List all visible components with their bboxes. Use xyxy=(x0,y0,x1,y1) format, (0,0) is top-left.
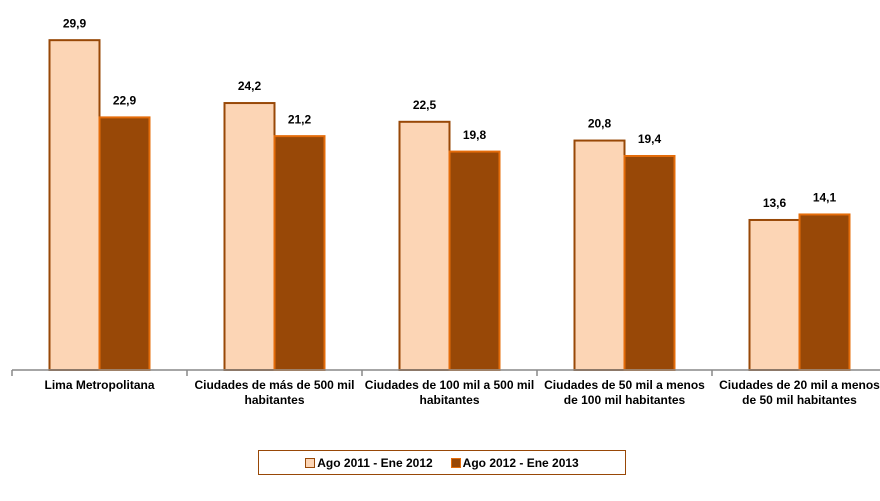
data-label: 21,2 xyxy=(288,112,312,126)
bar xyxy=(98,116,151,372)
legend-swatch xyxy=(450,457,461,468)
bar xyxy=(573,139,626,371)
data-label: 24,2 xyxy=(238,79,262,93)
bar xyxy=(223,102,276,371)
data-label: 22,5 xyxy=(413,98,437,112)
legend-label: Ago 2012 - Ene 2013 xyxy=(462,455,579,470)
x-tick-label: Lima Metropolitana xyxy=(44,378,155,392)
data-label: 13,6 xyxy=(763,196,787,210)
legend-item: Ago 2011 - Ene 2012 xyxy=(305,455,433,470)
data-label: 29,9 xyxy=(63,16,87,30)
legend-item: Ago 2012 - Ene 2013 xyxy=(450,455,579,470)
legend-label: Ago 2011 - Ene 2012 xyxy=(317,455,433,470)
bar xyxy=(623,154,676,371)
x-tick-label: Ciudades de 100 mil a 500 mil habitantes xyxy=(364,378,535,407)
data-label: 20,8 xyxy=(588,117,612,131)
data-label: 19,8 xyxy=(463,128,487,142)
bar xyxy=(448,150,501,371)
legend: Ago 2011 - Ene 2012 Ago 2012 - Ene 2013 xyxy=(258,450,626,475)
bar xyxy=(48,39,101,372)
bar xyxy=(748,218,801,371)
x-tick-label: Ciudades de 50 mil a menos de 100 mil ha… xyxy=(544,378,705,407)
data-label: 14,1 xyxy=(813,191,837,205)
x-tick-label: Ciudades de más de 500 mil habitantes xyxy=(194,378,355,407)
x-tick-label: Ciudades de 20 mil a menos de 50 mil hab… xyxy=(719,378,880,407)
data-label: 19,4 xyxy=(638,132,662,146)
data-label: 22,9 xyxy=(113,94,137,108)
legend-swatch xyxy=(305,457,316,468)
bar xyxy=(798,213,851,371)
bar xyxy=(273,135,326,371)
bar xyxy=(398,120,451,371)
